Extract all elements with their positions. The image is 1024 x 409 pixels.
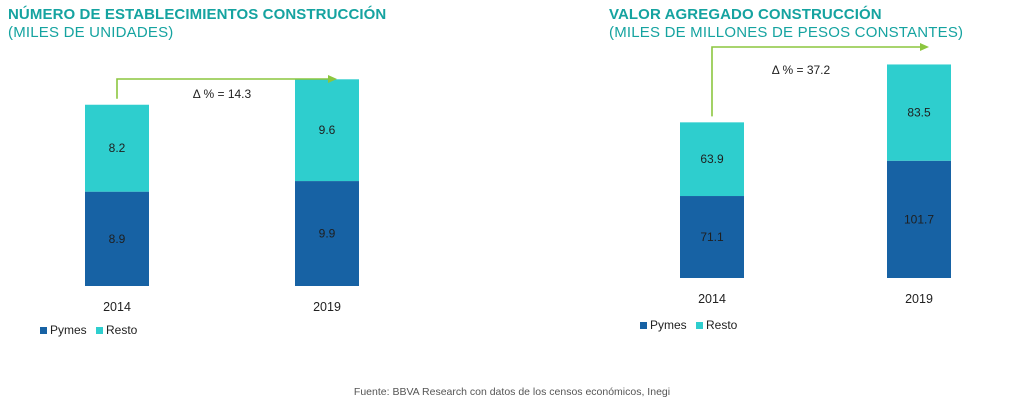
chart-2-growth-arrow-line: [711, 46, 921, 117]
chart-1-title: NÚMERO DE ESTABLECIMIENTOS CONSTRUCCIÓN: [8, 6, 387, 23]
chart-2-legend-swatch-resto: [696, 322, 703, 329]
chart-2-legend-swatch-pymes: [640, 322, 647, 329]
chart-2-bar-pymes-2019: [887, 160, 951, 278]
chart-2-bar-resto-2014: [680, 122, 744, 197]
chart-1-bar-resto-2014: [85, 104, 149, 192]
chart-1-subtitle: (MILES DE UNIDADES): [8, 24, 174, 41]
chart-1-bar-resto-2019: [295, 79, 359, 182]
chart-1-data-label-pymes-2019: 9.9: [319, 227, 336, 241]
chart-2-growth-arrow-head: [920, 43, 929, 51]
chart-1-data-label-resto-2019: 9.6: [319, 123, 336, 137]
chart-1-growth-arrow-line: [116, 78, 329, 99]
chart-1-growth-arrow-head: [328, 75, 337, 83]
chart-2-data-label-pymes-2014: 71.1: [700, 230, 724, 244]
chart-2-data-label-resto-2019: 83.5: [907, 106, 931, 120]
chart-2-category-label-2014: 2014: [698, 292, 726, 306]
chart-1-legend-label-pymes: Pymes: [50, 323, 87, 337]
chart-2-bar-resto-2019: [887, 64, 951, 161]
chart-2-growth-annotation: Δ % = 37.2: [772, 63, 831, 77]
chart-1-legend-swatch-resto: [96, 327, 103, 334]
chart-1-bar-pymes-2014: [85, 191, 149, 286]
chart-2-data-label-resto-2014: 63.9: [700, 152, 724, 166]
chart-1-bar-pymes-2019: [295, 181, 359, 286]
chart-1-data-label-resto-2014: 8.2: [109, 141, 126, 155]
chart-1-data-label-pymes-2014: 8.9: [109, 232, 126, 246]
chart-2-data-label-pymes-2019: 101.7: [904, 212, 934, 226]
chart-2-category-label-2019: 2019: [905, 292, 933, 306]
chart-2-title: VALOR AGREGADO CONSTRUCCIÓN: [609, 6, 882, 23]
chart-1-growth-annotation: Δ % = 14.3: [193, 87, 252, 101]
chart-2-legend-label-pymes: Pymes: [650, 318, 687, 332]
source-note: Fuente: BBVA Research con datos de los c…: [353, 386, 671, 398]
chart-1-legend-label-resto: Resto: [106, 323, 138, 337]
chart-1-category-label-2019: 2019: [313, 300, 341, 314]
chart-1-legend-swatch-pymes: [40, 327, 47, 334]
chart-2-subtitle: (MILES DE MILLONES DE PESOS CONSTANTES): [609, 24, 964, 41]
chart-2-legend-label-resto: Resto: [706, 318, 738, 332]
chart-2-bar-pymes-2014: [680, 196, 744, 278]
chart-1-category-label-2014: 2014: [103, 300, 131, 314]
